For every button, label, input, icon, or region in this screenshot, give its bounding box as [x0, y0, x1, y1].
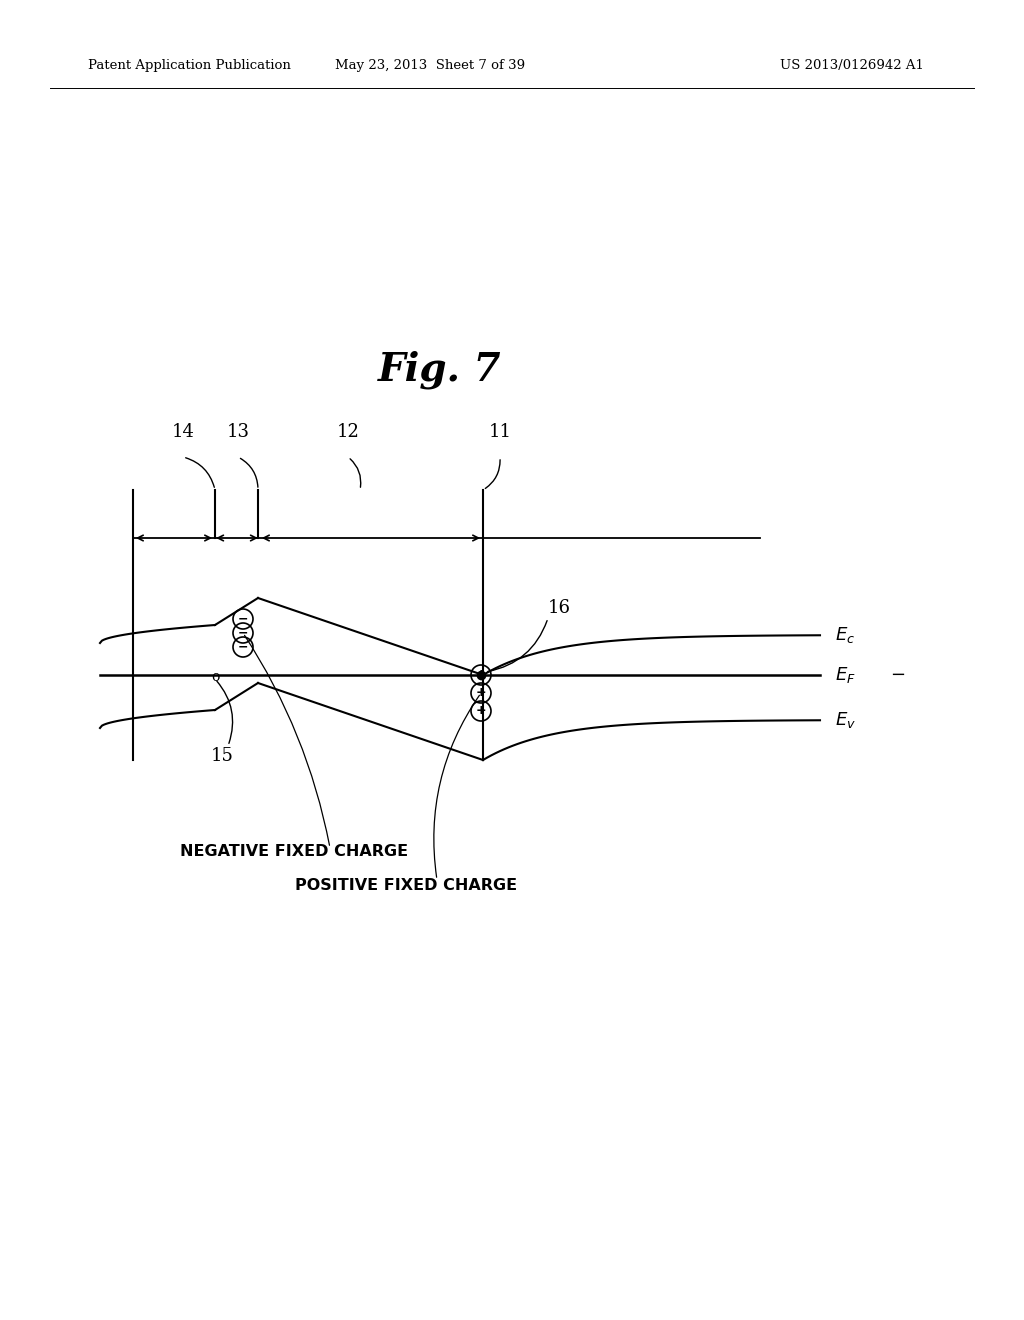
Text: Fig. 7: Fig. 7 [378, 351, 502, 389]
Text: 16: 16 [548, 599, 571, 616]
Text: −: − [890, 667, 905, 684]
Text: NEGATIVE FIXED CHARGE: NEGATIVE FIXED CHARGE [180, 845, 409, 859]
Text: 12: 12 [337, 422, 359, 441]
Text: POSITIVE FIXED CHARGE: POSITIVE FIXED CHARGE [295, 878, 517, 892]
Text: +: + [476, 668, 486, 681]
Text: −: − [238, 640, 248, 653]
Text: +: + [476, 705, 486, 718]
Text: 13: 13 [226, 422, 250, 441]
Text: +: + [476, 686, 486, 700]
Text: $E_c$: $E_c$ [835, 624, 855, 645]
Text: 14: 14 [172, 422, 195, 441]
Text: −: − [238, 612, 248, 626]
Text: May 23, 2013  Sheet 7 of 39: May 23, 2013 Sheet 7 of 39 [335, 58, 525, 71]
Text: $E_v$: $E_v$ [835, 710, 856, 730]
Text: US 2013/0126942 A1: US 2013/0126942 A1 [780, 58, 924, 71]
Text: −: − [238, 627, 248, 639]
Text: o: o [211, 671, 219, 684]
Text: $E_F$: $E_F$ [835, 665, 856, 685]
Text: Patent Application Publication: Patent Application Publication [88, 58, 291, 71]
Text: 15: 15 [211, 747, 233, 766]
Text: 11: 11 [488, 422, 512, 441]
